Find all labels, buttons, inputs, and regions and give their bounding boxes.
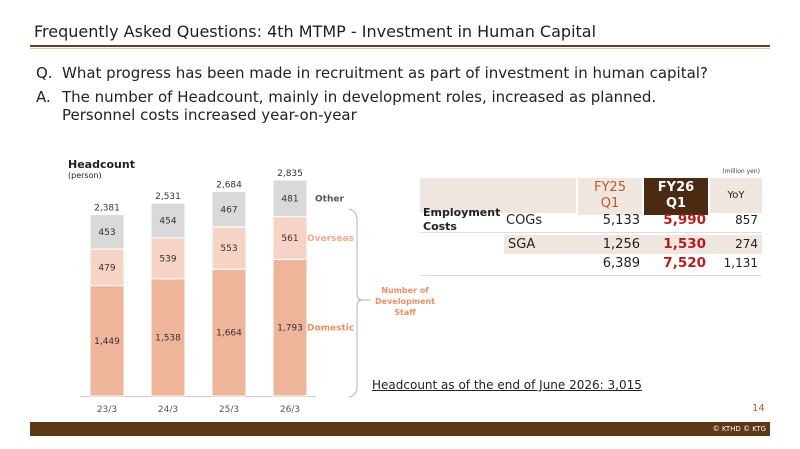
- total-label: 2,531: [155, 192, 181, 202]
- data-label: 453: [98, 228, 115, 238]
- question-text: What progress has been made in recruitme…: [62, 64, 708, 82]
- headcount-note: Headcount as of the end of June 2026: 3,…: [372, 378, 642, 392]
- table-row-sga: SGA 1,256 1,530 274: [420, 233, 762, 256]
- column-header-fy25: FY25 Q1: [578, 178, 642, 215]
- x-tick-label: 25/3: [219, 405, 239, 415]
- answer-label: A.: [36, 88, 51, 106]
- question: Q. What progress has been made in recruit…: [36, 64, 708, 82]
- legend-overseas: Overseas: [307, 234, 354, 244]
- chart-title: Headcount: [68, 158, 135, 171]
- answer-line-2: Personnel costs increased year-on-year: [62, 106, 357, 124]
- legend-other: Other: [315, 194, 344, 204]
- page-title: Frequently Asked Questions: 4th MTMP - I…: [34, 22, 597, 41]
- x-tick-label: 24/3: [158, 405, 178, 415]
- x-tick-label: 23/3: [97, 405, 117, 415]
- total-label: 2,684: [216, 180, 242, 190]
- cell-yoy: 1,131: [723, 256, 758, 270]
- cell-fy26: 7,520: [663, 255, 706, 271]
- column-header-fy26: FY26 Q1: [644, 178, 708, 215]
- footer-bar: [30, 422, 770, 436]
- question-label: Q.: [36, 64, 53, 82]
- data-label: 467: [220, 205, 237, 215]
- data-label: 561: [281, 234, 298, 244]
- copyright: © KTHD © KTG: [712, 425, 766, 433]
- cell-fy26: 1,530: [663, 236, 706, 252]
- cell-yoy: 274: [735, 237, 758, 251]
- data-label: 1,538: [155, 333, 181, 343]
- data-label: 1,664: [216, 329, 242, 339]
- legend-domestic: Domestic: [307, 324, 354, 334]
- column-header-yoy: YoY: [710, 178, 762, 213]
- group-label: Number of: [381, 286, 429, 295]
- group-label: Development: [375, 297, 435, 306]
- data-label: 1,793: [277, 324, 303, 334]
- total-label: 2,835: [277, 169, 303, 179]
- bar-domestic: [89, 285, 125, 397]
- page-number: 14: [752, 403, 765, 414]
- row-label: COGs: [506, 213, 543, 228]
- table-unit: (million yen): [722, 168, 760, 175]
- row-label: SGA: [508, 237, 536, 252]
- cell-yoy: 857: [735, 213, 758, 227]
- cell-fy25: 6,389: [602, 256, 640, 271]
- answer: A. The number of Headcount, mainly in dev…: [36, 88, 656, 106]
- bar-other: [272, 179, 308, 218]
- bar-other: [89, 214, 125, 250]
- bar-other: [150, 202, 186, 239]
- group-label: Staff: [394, 308, 416, 317]
- title-divider-light: [30, 48, 770, 49]
- data-label: 454: [159, 216, 176, 226]
- x-tick-label: 26/3: [280, 405, 300, 415]
- table-row-cogs: COGs 5,133 5,990 857: [420, 209, 762, 233]
- data-label: 479: [98, 263, 115, 273]
- data-label: 481: [281, 194, 298, 204]
- data-label: 553: [220, 244, 237, 254]
- chart-subtitle: (person): [68, 171, 102, 180]
- group-label: Employment Costs: [423, 206, 501, 233]
- table-header-blank: [420, 178, 576, 213]
- cell-fy25: 5,133: [602, 213, 640, 228]
- bar-other: [211, 190, 247, 228]
- answer-line-1: The number of Headcount, mainly in devel…: [62, 88, 657, 106]
- data-label: 1,449: [94, 337, 120, 347]
- table-row-total: 6,389 7,520 1,131: [420, 252, 762, 276]
- title-divider: [30, 45, 770, 47]
- data-label: 539: [159, 254, 176, 264]
- total-label: 2,381: [94, 204, 120, 214]
- cell-fy26: 5,990: [663, 212, 706, 228]
- cell-fy25: 1,256: [602, 237, 640, 252]
- bar-domestic: [272, 258, 308, 397]
